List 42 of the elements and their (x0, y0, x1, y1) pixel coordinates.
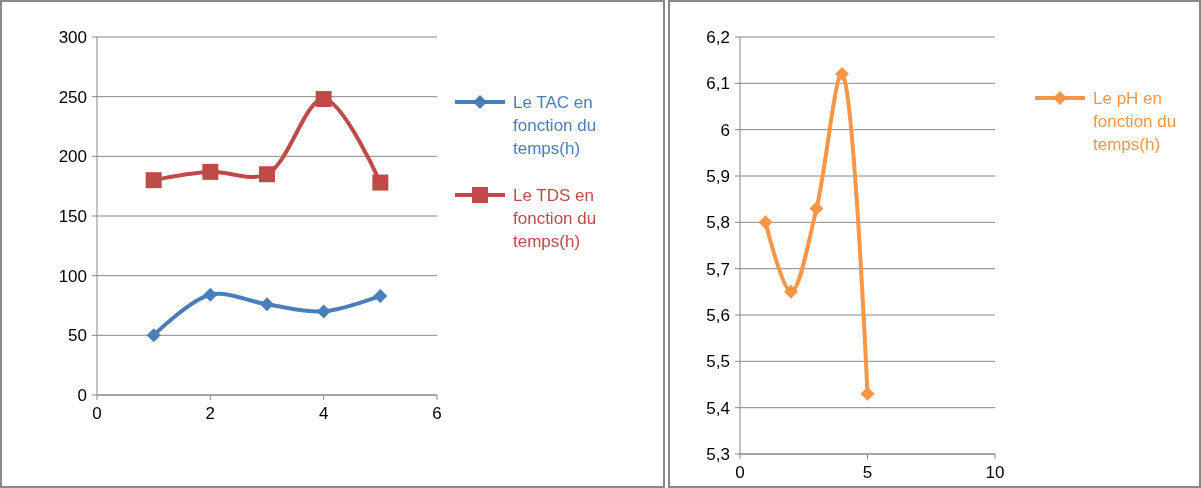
y-tick-label: 5,9 (706, 166, 730, 186)
x-tick-label: 10 (985, 463, 1005, 482)
point (316, 304, 331, 319)
legend-label: Le TAC en fonction du temps(h) (513, 92, 597, 158)
y-tick-label: 5,7 (706, 259, 730, 279)
point (784, 284, 798, 299)
y-tick-label: 5,5 (706, 352, 730, 372)
x-tick-label: 0 (735, 463, 745, 482)
x-tick-label: 4 (318, 404, 329, 423)
point (758, 215, 773, 230)
y-tick-label: 300 (58, 27, 87, 47)
y-tick-label: 6,2 (706, 27, 730, 47)
point (203, 287, 218, 302)
y-tick-label: 100 (58, 266, 87, 286)
point (835, 67, 849, 82)
legend-label: Le pH en fonction du temps(h) (1093, 88, 1177, 154)
point (315, 91, 332, 108)
y-tick-label: 200 (58, 147, 87, 167)
y-tick-label: 6 (720, 120, 730, 140)
legend-label: Le TDS en fonction du temps(h) (513, 185, 597, 251)
y-tick-label: 5,8 (706, 213, 730, 233)
x-tick-label: 6 (432, 404, 442, 423)
y-tick-label: 50 (68, 326, 87, 346)
point (260, 297, 274, 312)
x-tick-label: 0 (92, 404, 102, 423)
y-tick-label: 6,1 (706, 74, 730, 94)
x-tick-label: 2 (205, 404, 216, 423)
point (146, 328, 161, 343)
y-tick-label: 5,6 (706, 305, 730, 325)
x-tick-label: 5 (862, 463, 873, 482)
y-tick-label: 150 (58, 206, 87, 226)
point (259, 166, 275, 183)
y-tick-label: 250 (58, 87, 87, 107)
y-tick-label: 0 (77, 385, 87, 405)
point (860, 386, 875, 401)
point (809, 201, 824, 216)
point (373, 288, 388, 303)
y-tick-label: 5,3 (706, 444, 730, 464)
point (372, 174, 389, 191)
point (145, 172, 162, 189)
y-tick-label: 5,4 (706, 398, 730, 418)
point (202, 163, 219, 180)
